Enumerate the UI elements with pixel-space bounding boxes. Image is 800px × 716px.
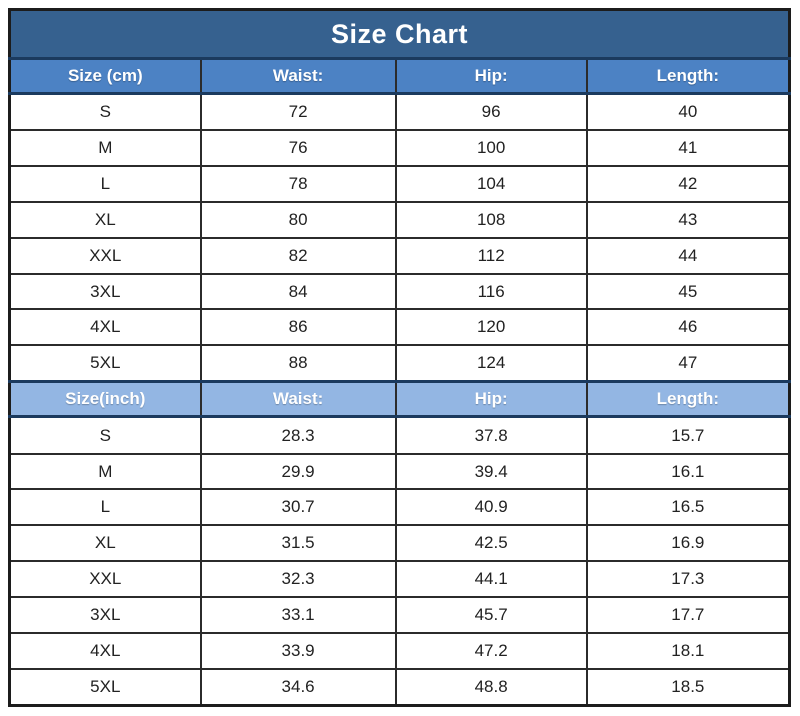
size-cell: XXL [8, 560, 202, 599]
hip-cell: 108 [394, 200, 588, 239]
hip-cell: 40.9 [394, 488, 588, 527]
table-row: S 72 96 40 [8, 92, 791, 132]
header-waist-inch: Waist: [199, 380, 397, 419]
table-row: 4XL 33.9 47.2 18.1 [8, 631, 791, 670]
hip-cell: 39.4 [394, 452, 588, 491]
header-row-inch: Size(inch) Waist: Hip: Length: [8, 380, 791, 419]
length-cell: 15.7 [585, 415, 791, 455]
header-hip-inch: Hip: [394, 380, 588, 419]
waist-cell: 28.3 [199, 415, 397, 455]
size-cell: S [8, 415, 202, 455]
size-cell: 4XL [8, 631, 202, 670]
hip-cell: 104 [394, 164, 588, 203]
header-waist-cm: Waist: [199, 57, 397, 95]
waist-cell: 80 [199, 200, 397, 239]
table-row: M 29.9 39.4 16.1 [8, 452, 791, 491]
length-cell: 17.3 [585, 560, 791, 599]
size-cell: XL [8, 524, 202, 563]
waist-cell: 88 [199, 344, 397, 383]
length-cell: 43 [585, 200, 791, 239]
waist-cell: 31.5 [199, 524, 397, 563]
size-cell: 4XL [8, 308, 202, 347]
table-row: 3XL 84 116 45 [8, 272, 791, 311]
length-cell: 41 [585, 129, 791, 167]
table-row: 5XL 88 124 47 [8, 344, 791, 383]
size-cell: L [8, 164, 202, 203]
table-row: L 78 104 42 [8, 164, 791, 203]
size-cell: M [8, 129, 202, 167]
table-row: XXL 82 112 44 [8, 236, 791, 275]
waist-cell: 78 [199, 164, 397, 203]
length-cell: 47 [585, 344, 791, 383]
hip-cell: 45.7 [394, 596, 588, 634]
header-length-inch: Length: [585, 380, 791, 419]
waist-cell: 34.6 [199, 667, 397, 707]
length-cell: 16.1 [585, 452, 791, 491]
hip-cell: 100 [394, 129, 588, 167]
table-row: XXL 32.3 44.1 17.3 [8, 560, 791, 599]
length-cell: 46 [585, 308, 791, 347]
header-size-cm: Size (cm) [8, 57, 202, 95]
header-size-inch: Size(inch) [8, 380, 202, 419]
waist-cell: 82 [199, 236, 397, 275]
table-row: XL 31.5 42.5 16.9 [8, 524, 791, 563]
waist-cell: 33.9 [199, 631, 397, 670]
waist-cell: 84 [199, 272, 397, 311]
waist-cell: 33.1 [199, 596, 397, 634]
size-cell: XL [8, 200, 202, 239]
title-row: Size Chart [8, 8, 791, 60]
length-cell: 45 [585, 272, 791, 311]
waist-cell: 86 [199, 308, 397, 347]
table-row: S 28.3 37.8 15.7 [8, 415, 791, 455]
length-cell: 40 [585, 92, 791, 132]
size-cell: M [8, 452, 202, 491]
size-cell: XXL [8, 236, 202, 275]
size-cell: 3XL [8, 596, 202, 634]
hip-cell: 112 [394, 236, 588, 275]
size-cell: 5XL [8, 667, 202, 707]
header-length-cm: Length: [585, 57, 791, 95]
hip-cell: 47.2 [394, 631, 588, 670]
table-row: 4XL 86 120 46 [8, 308, 791, 347]
waist-cell: 72 [199, 92, 397, 132]
size-chart-table: Size Chart Size (cm) Waist: Hip: Length:… [8, 8, 791, 707]
hip-cell: 48.8 [394, 667, 588, 707]
table-row: L 30.7 40.9 16.5 [8, 488, 791, 527]
length-cell: 44 [585, 236, 791, 275]
hip-cell: 42.5 [394, 524, 588, 563]
length-cell: 18.1 [585, 631, 791, 670]
header-hip-cm: Hip: [394, 57, 588, 95]
size-cell: L [8, 488, 202, 527]
length-cell: 17.7 [585, 596, 791, 634]
size-cell: 3XL [8, 272, 202, 311]
hip-cell: 124 [394, 344, 588, 383]
waist-cell: 30.7 [199, 488, 397, 527]
table-row: 5XL 34.6 48.8 18.5 [8, 667, 791, 707]
length-cell: 16.5 [585, 488, 791, 527]
length-cell: 42 [585, 164, 791, 203]
header-row-cm: Size (cm) Waist: Hip: Length: [8, 57, 791, 95]
hip-cell: 44.1 [394, 560, 588, 599]
table-row: 3XL 33.1 45.7 17.7 [8, 596, 791, 634]
size-cell: S [8, 92, 202, 132]
length-cell: 18.5 [585, 667, 791, 707]
hip-cell: 37.8 [394, 415, 588, 455]
waist-cell: 32.3 [199, 560, 397, 599]
length-cell: 16.9 [585, 524, 791, 563]
waist-cell: 29.9 [199, 452, 397, 491]
page-title: Size Chart [8, 8, 791, 60]
table-row: M 76 100 41 [8, 129, 791, 167]
size-cell: 5XL [8, 344, 202, 383]
hip-cell: 116 [394, 272, 588, 311]
hip-cell: 120 [394, 308, 588, 347]
hip-cell: 96 [394, 92, 588, 132]
table-row: XL 80 108 43 [8, 200, 791, 239]
waist-cell: 76 [199, 129, 397, 167]
